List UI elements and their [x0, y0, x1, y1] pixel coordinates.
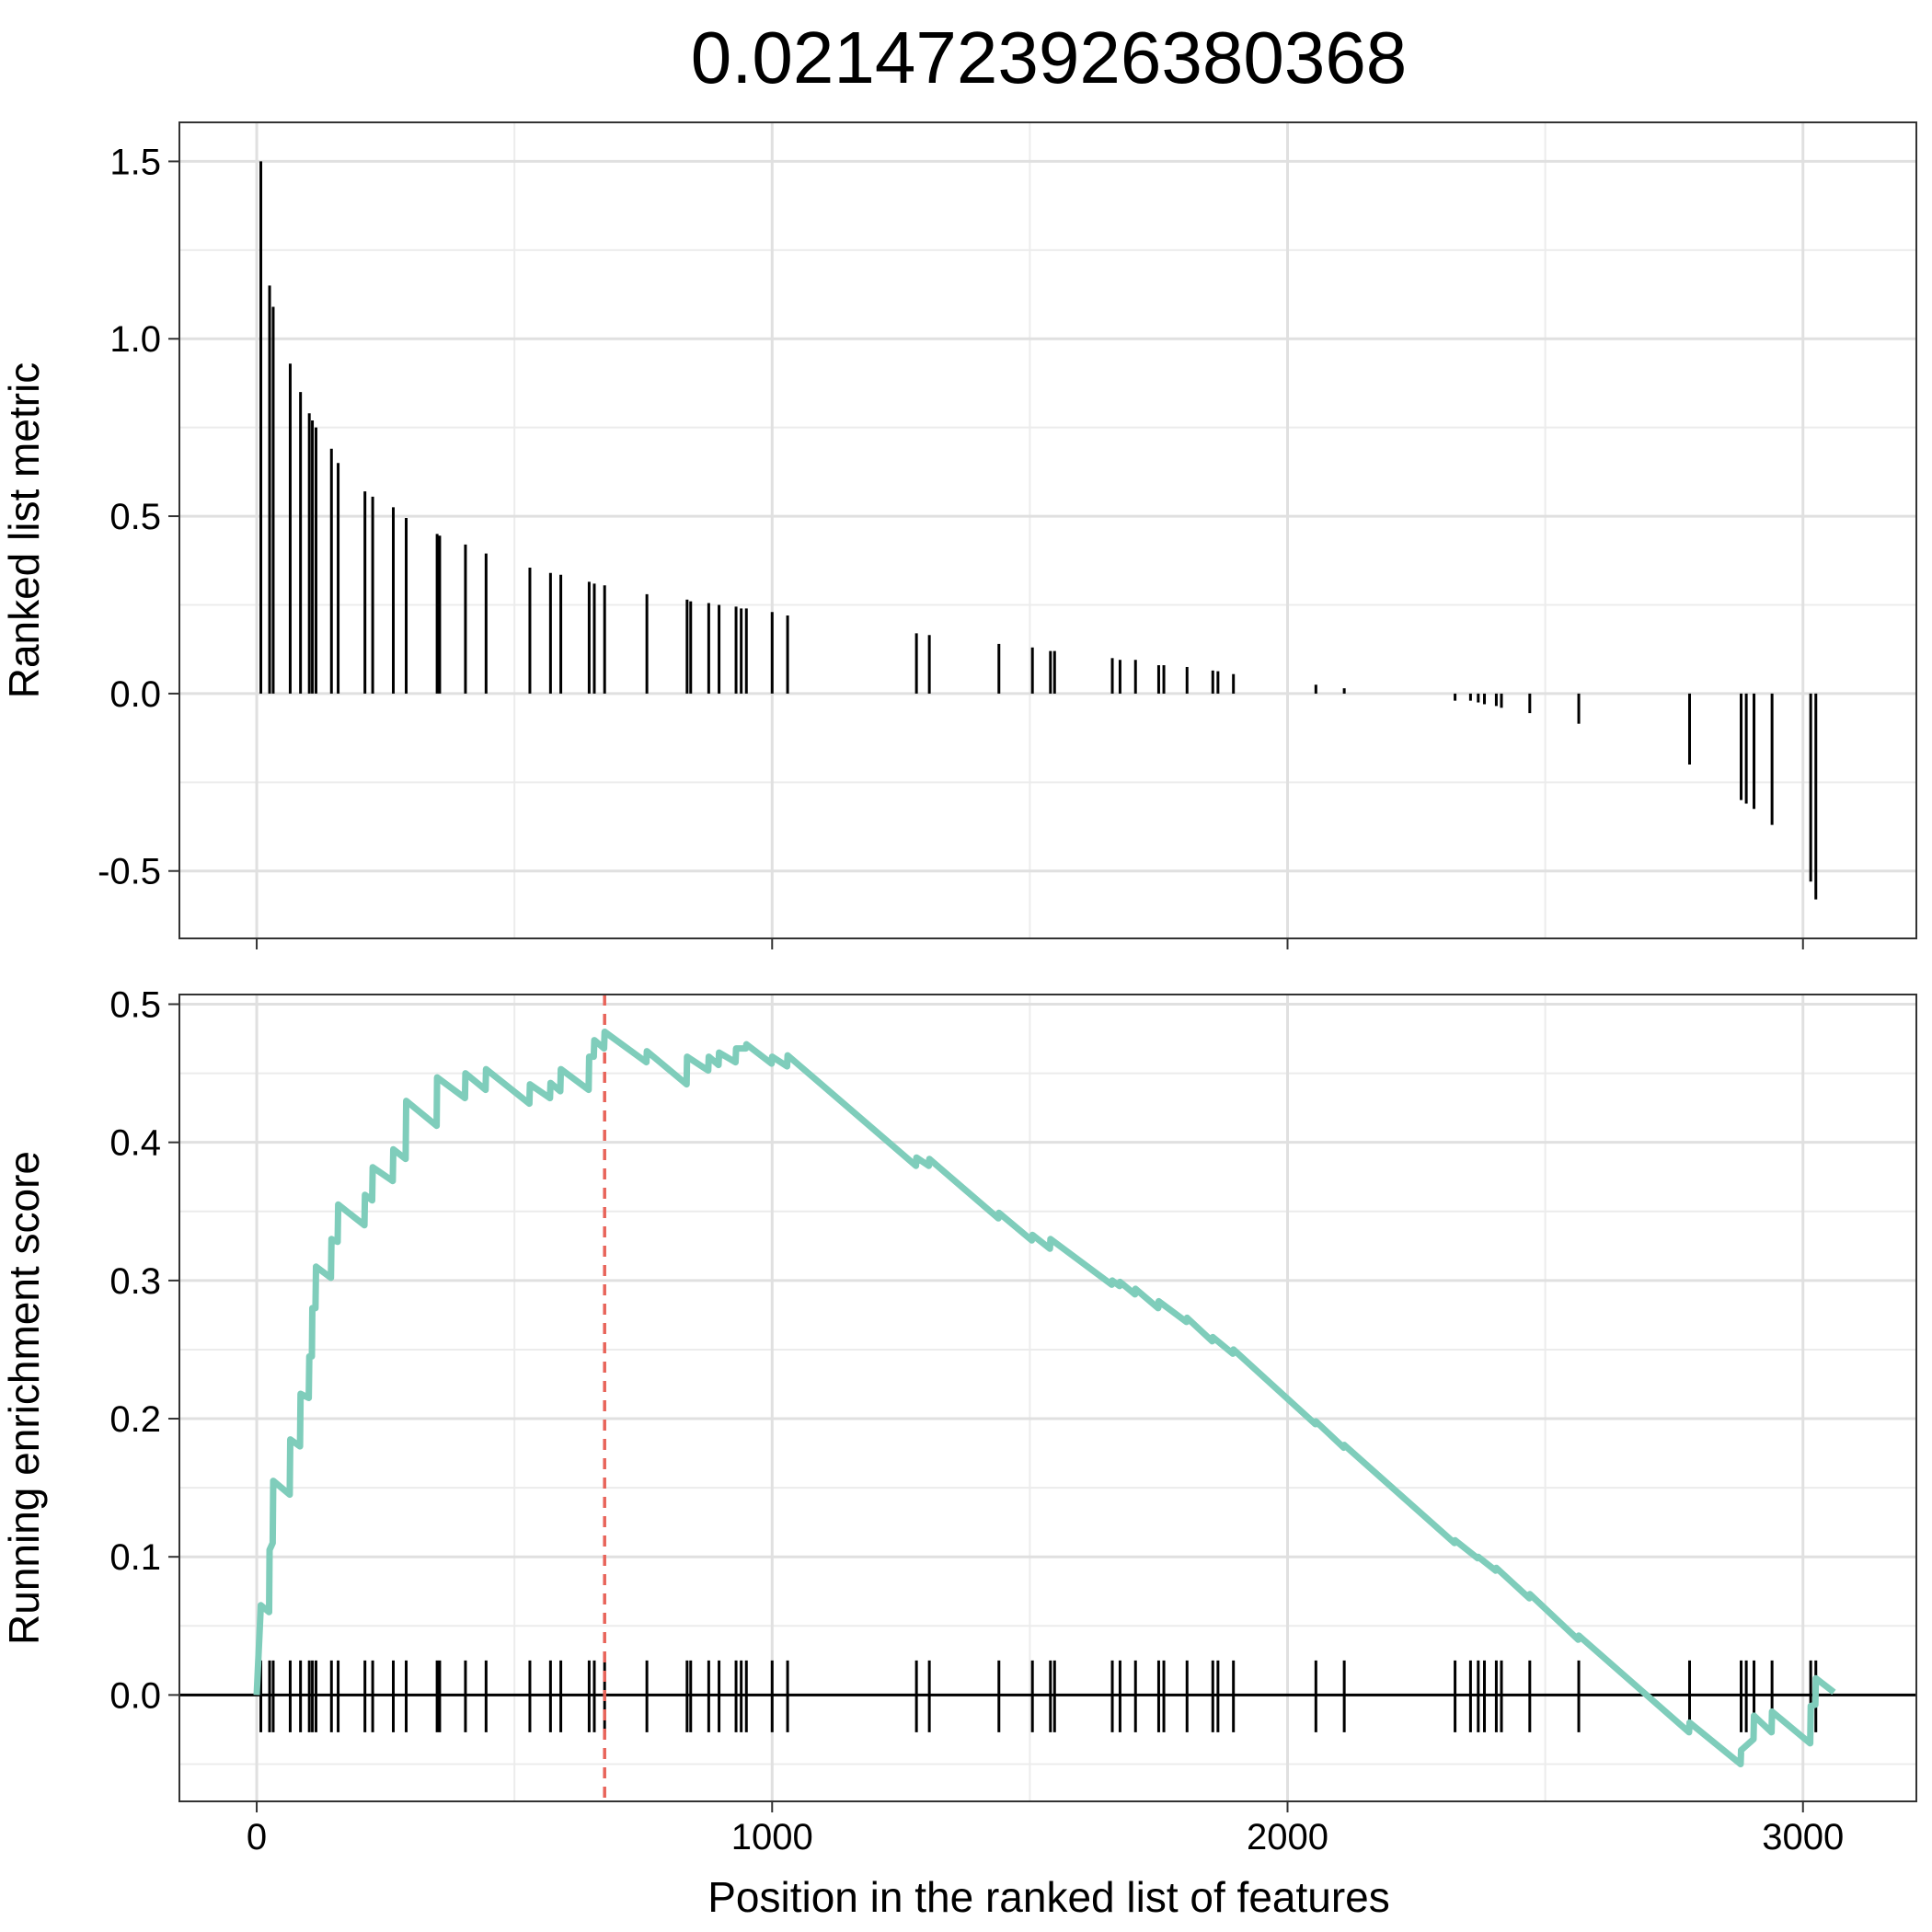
y-tick-label: 0.0 [109, 674, 161, 715]
y-tick-label: 1.0 [109, 319, 161, 360]
bottom-panel-frame [178, 994, 1917, 1802]
ranked-metric-panel: -0.5 0.0 0.5 1.0 1.5 Ranked list metric [0, 121, 1917, 949]
y-tick-label: 0.3 [109, 1261, 161, 1302]
y-tick-label: 1.5 [109, 142, 161, 182]
bottom-y-axis-title: Running enrichment score [0, 1151, 48, 1645]
bottom-x-ticks: 0 1000 2000 3000 [247, 1801, 1844, 1857]
x-tick-label: 1000 [731, 1817, 813, 1857]
y-tick-label: -0.5 [98, 852, 161, 892]
y-tick-label: 0.2 [109, 1399, 161, 1440]
y-tick-label: 0.4 [109, 1123, 161, 1164]
y-tick-label: 0.0 [109, 1675, 161, 1716]
x-axis-title: Position in the ranked list of features [707, 1873, 1390, 1921]
hit-ticks [259, 1660, 1818, 1732]
top-panel-frame [178, 121, 1917, 939]
top-gridlines [179, 122, 1916, 938]
y-tick-label: 0.5 [109, 497, 161, 537]
x-tick-label: 3000 [1762, 1817, 1844, 1857]
x-tick-label: 2000 [1247, 1817, 1328, 1857]
y-tick-label: 0.1 [109, 1537, 161, 1578]
top-y-ticks: -0.5 0.0 0.5 1.0 1.5 [98, 142, 1804, 949]
x-tick-label: 0 [247, 1817, 267, 1857]
chart-title: 0.0214723926380368 [691, 17, 1408, 98]
running-score-line [253, 1029, 1836, 1767]
metric-bars [259, 161, 1818, 900]
y-tick-label: 0.5 [109, 985, 161, 1026]
bottom-y-ticks: 0.0 0.1 0.2 0.3 0.4 0.5 [109, 985, 179, 1716]
enrichment-score-panel: 0.0 0.1 0.2 0.3 0.4 0.5 0 1000 2000 3000 Running… [0, 985, 1917, 1921]
top-y-axis-title: Ranked list metric [0, 362, 48, 699]
